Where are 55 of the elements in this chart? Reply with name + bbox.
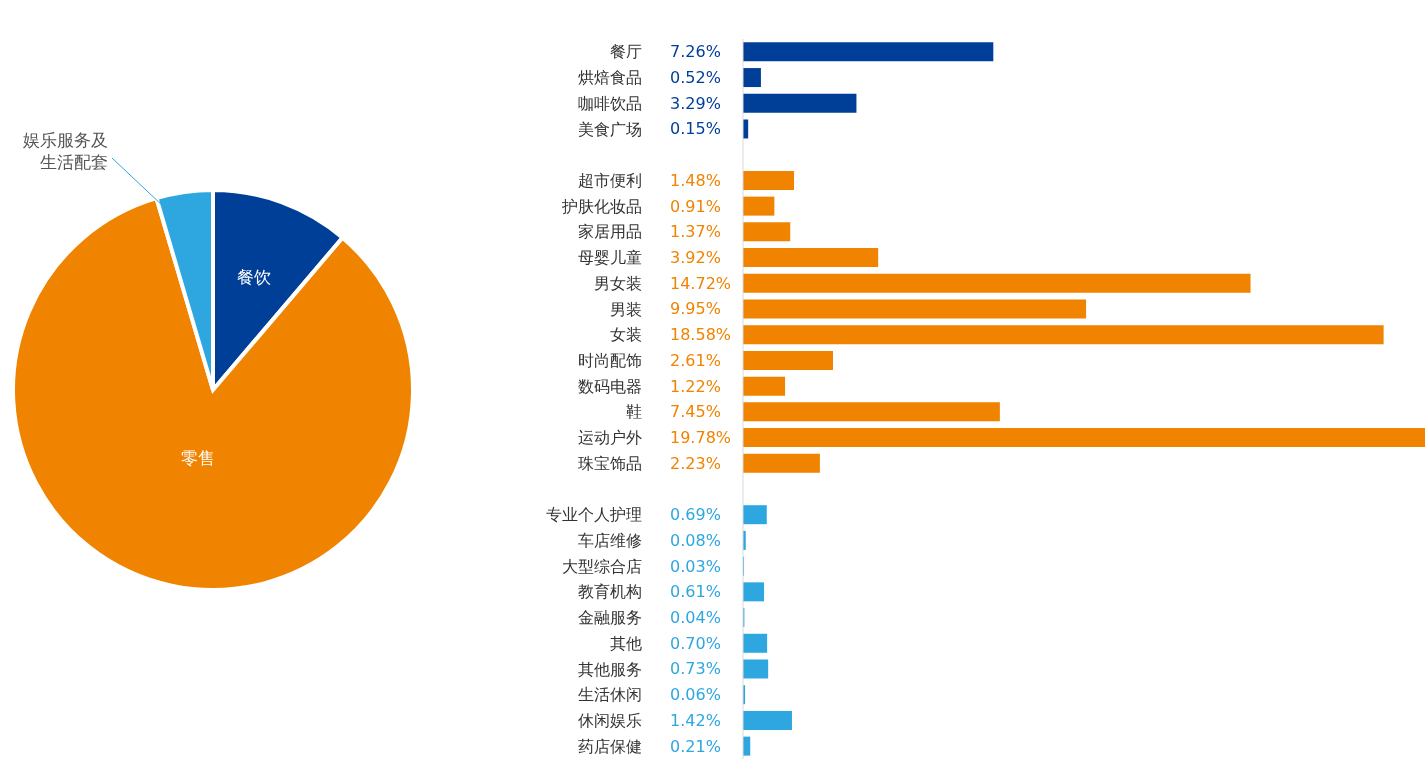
y-tick-label: 时尚配饰 bbox=[578, 350, 642, 370]
data-label: 3.29% bbox=[670, 93, 721, 113]
y-tick-label: 护肤化妆品 bbox=[561, 196, 642, 216]
y-tick-label: 男装 bbox=[610, 299, 642, 319]
y-tick-label: 烘焙食品 bbox=[578, 68, 642, 88]
data-label: 1.22% bbox=[670, 376, 721, 396]
data-label: 0.61% bbox=[670, 582, 721, 602]
data-label: 0.08% bbox=[670, 530, 721, 550]
data-label: 2.23% bbox=[670, 453, 721, 473]
data-label: 0.04% bbox=[670, 608, 721, 628]
data-label: 7.26% bbox=[670, 42, 721, 62]
data-label: 0.15% bbox=[670, 119, 721, 139]
y-tick-label: 金融服务 bbox=[578, 608, 642, 628]
data-label: 1.42% bbox=[670, 710, 721, 730]
data-label: 9.95% bbox=[670, 299, 721, 319]
y-tick-label: 女装 bbox=[610, 325, 642, 345]
y-tick-label: 运动户外 bbox=[578, 428, 642, 448]
y-tick-label: 药店保健 bbox=[578, 736, 642, 756]
data-label: 0.03% bbox=[670, 556, 721, 576]
data-label: 0.06% bbox=[670, 685, 721, 705]
slice-label: 零售 bbox=[181, 448, 216, 469]
y-tick-label: 母婴儿童 bbox=[578, 248, 642, 268]
data-label: 7.45% bbox=[670, 402, 721, 422]
data-label: 0.70% bbox=[670, 633, 721, 653]
y-tick-label: 男女装 bbox=[594, 273, 642, 293]
slice-label: 娱乐服务及生活配套 bbox=[23, 130, 108, 172]
y-tick-label: 休闲娱乐 bbox=[578, 710, 642, 730]
data-label: 0.21% bbox=[670, 736, 721, 756]
y-tick-label: 咖啡饮品 bbox=[578, 93, 642, 113]
y-tick-label: 家居用品 bbox=[578, 222, 642, 242]
data-label: 0.69% bbox=[670, 505, 721, 525]
y-tick-label: 大型综合店 bbox=[562, 556, 642, 576]
y-tick-label: 超市便利 bbox=[578, 170, 642, 190]
data-label: 14.72% bbox=[670, 273, 732, 293]
slice-label: 餐饮 bbox=[237, 267, 272, 288]
data-label: 2.61% bbox=[670, 350, 721, 370]
y-tick-label: 数码电器 bbox=[578, 376, 642, 396]
y-tick-label: 珠宝饰品 bbox=[578, 453, 642, 473]
y-tick-label: 生活休闲 bbox=[578, 685, 642, 705]
y-tick-label: 餐厅 bbox=[610, 42, 642, 62]
y-tick-label: 美食广场 bbox=[578, 119, 642, 139]
y-tick-label: 鞋 bbox=[626, 402, 642, 422]
data-label: 0.91% bbox=[670, 196, 721, 216]
data-label: 18.58% bbox=[670, 325, 732, 345]
data-label: 3.92% bbox=[670, 248, 721, 268]
data-label: 19.78% bbox=[670, 428, 732, 448]
y-tick-label: 其他服务 bbox=[578, 659, 642, 679]
y-tick-label: 车店维修 bbox=[578, 530, 642, 550]
data-label: 0.52% bbox=[670, 68, 721, 88]
y-tick-label: 专业个人护理 bbox=[546, 505, 642, 525]
data-label: 1.48% bbox=[670, 170, 721, 190]
data-label: 1.37% bbox=[670, 222, 721, 242]
data-label: 0.73% bbox=[670, 659, 721, 679]
y-tick-label: 教育机构 bbox=[578, 582, 642, 602]
y-tick-label: 其他 bbox=[610, 633, 642, 653]
